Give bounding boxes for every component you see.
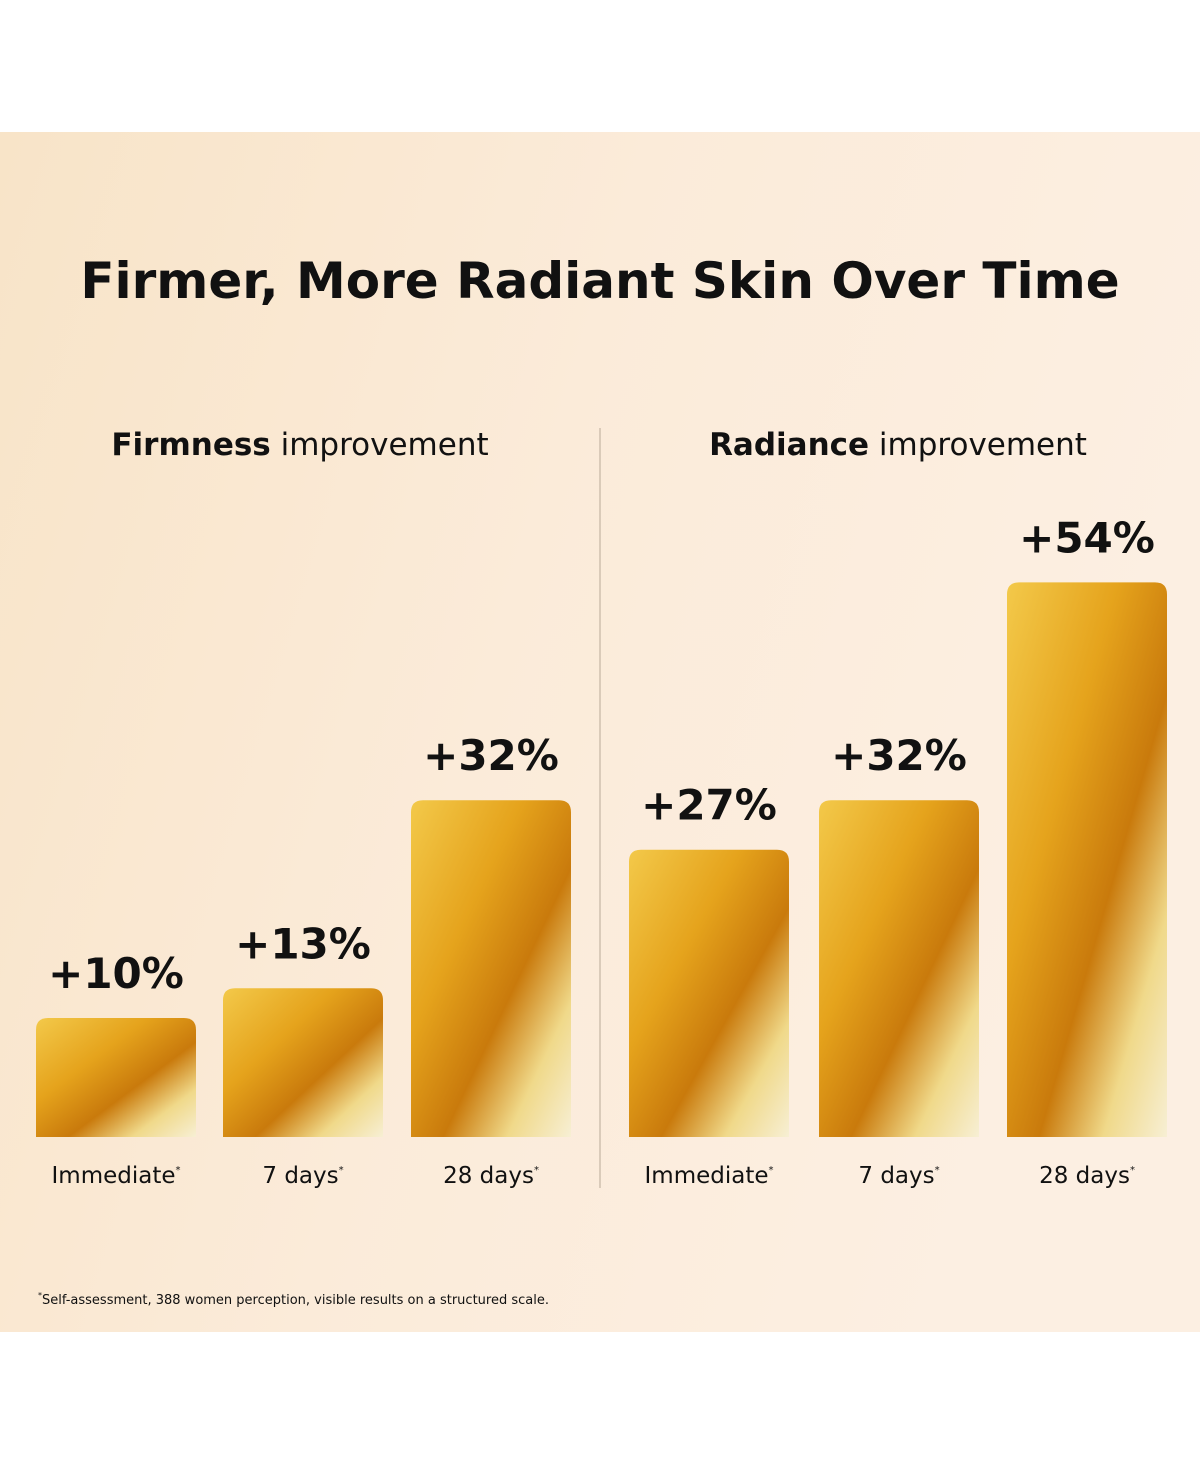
- subtitle-rest: improvement: [281, 427, 489, 463]
- category-marker: *: [176, 1165, 181, 1176]
- value-label: +54%: [1019, 513, 1155, 562]
- main-title: Firmer, More Radiant Skin Over Time: [80, 252, 1119, 310]
- bar: [629, 849, 789, 1137]
- footnote-marker: *: [38, 1291, 42, 1300]
- category-name: Immediate: [52, 1163, 176, 1189]
- category-marker: *: [769, 1165, 774, 1176]
- category-marker: *: [935, 1165, 940, 1176]
- category-marker: *: [534, 1165, 539, 1176]
- chart-subtitle: Radiance improvement: [709, 427, 1087, 463]
- subtitle-rest: improvement: [879, 427, 1087, 463]
- category-marker: *: [1130, 1165, 1135, 1176]
- bar: [223, 988, 383, 1137]
- category-label: 28 days*: [443, 1163, 539, 1189]
- value-label: +32%: [423, 731, 559, 780]
- value-label: +32%: [831, 731, 967, 780]
- subtitle-strong: Firmness: [111, 427, 270, 463]
- category-label: Immediate*: [52, 1163, 181, 1189]
- subtitle-strong: Radiance: [709, 427, 869, 463]
- category-label: 28 days*: [1039, 1163, 1135, 1189]
- category-marker: *: [339, 1165, 344, 1176]
- category-name: 28 days: [1039, 1163, 1130, 1189]
- category-name: 7 days: [262, 1163, 338, 1189]
- category-label: 7 days*: [858, 1163, 939, 1189]
- footnote-text: Self-assessment, 388 women perception, v…: [42, 1293, 549, 1308]
- chart-subtitle: Firmness improvement: [111, 427, 488, 463]
- category-label: 7 days*: [262, 1163, 343, 1189]
- category-name: 28 days: [443, 1163, 534, 1189]
- footnote: *Self-assessment, 388 women perception, …: [38, 1291, 549, 1308]
- bar: [411, 800, 571, 1137]
- category-name: Immediate: [645, 1163, 769, 1189]
- value-label: +13%: [235, 919, 371, 968]
- value-label: +27%: [641, 781, 777, 830]
- bar: [819, 800, 979, 1137]
- bar: [1007, 582, 1167, 1137]
- category-name: 7 days: [858, 1163, 934, 1189]
- category-label: Immediate*: [645, 1163, 774, 1189]
- value-label: +10%: [48, 949, 184, 998]
- bar: [36, 1018, 196, 1137]
